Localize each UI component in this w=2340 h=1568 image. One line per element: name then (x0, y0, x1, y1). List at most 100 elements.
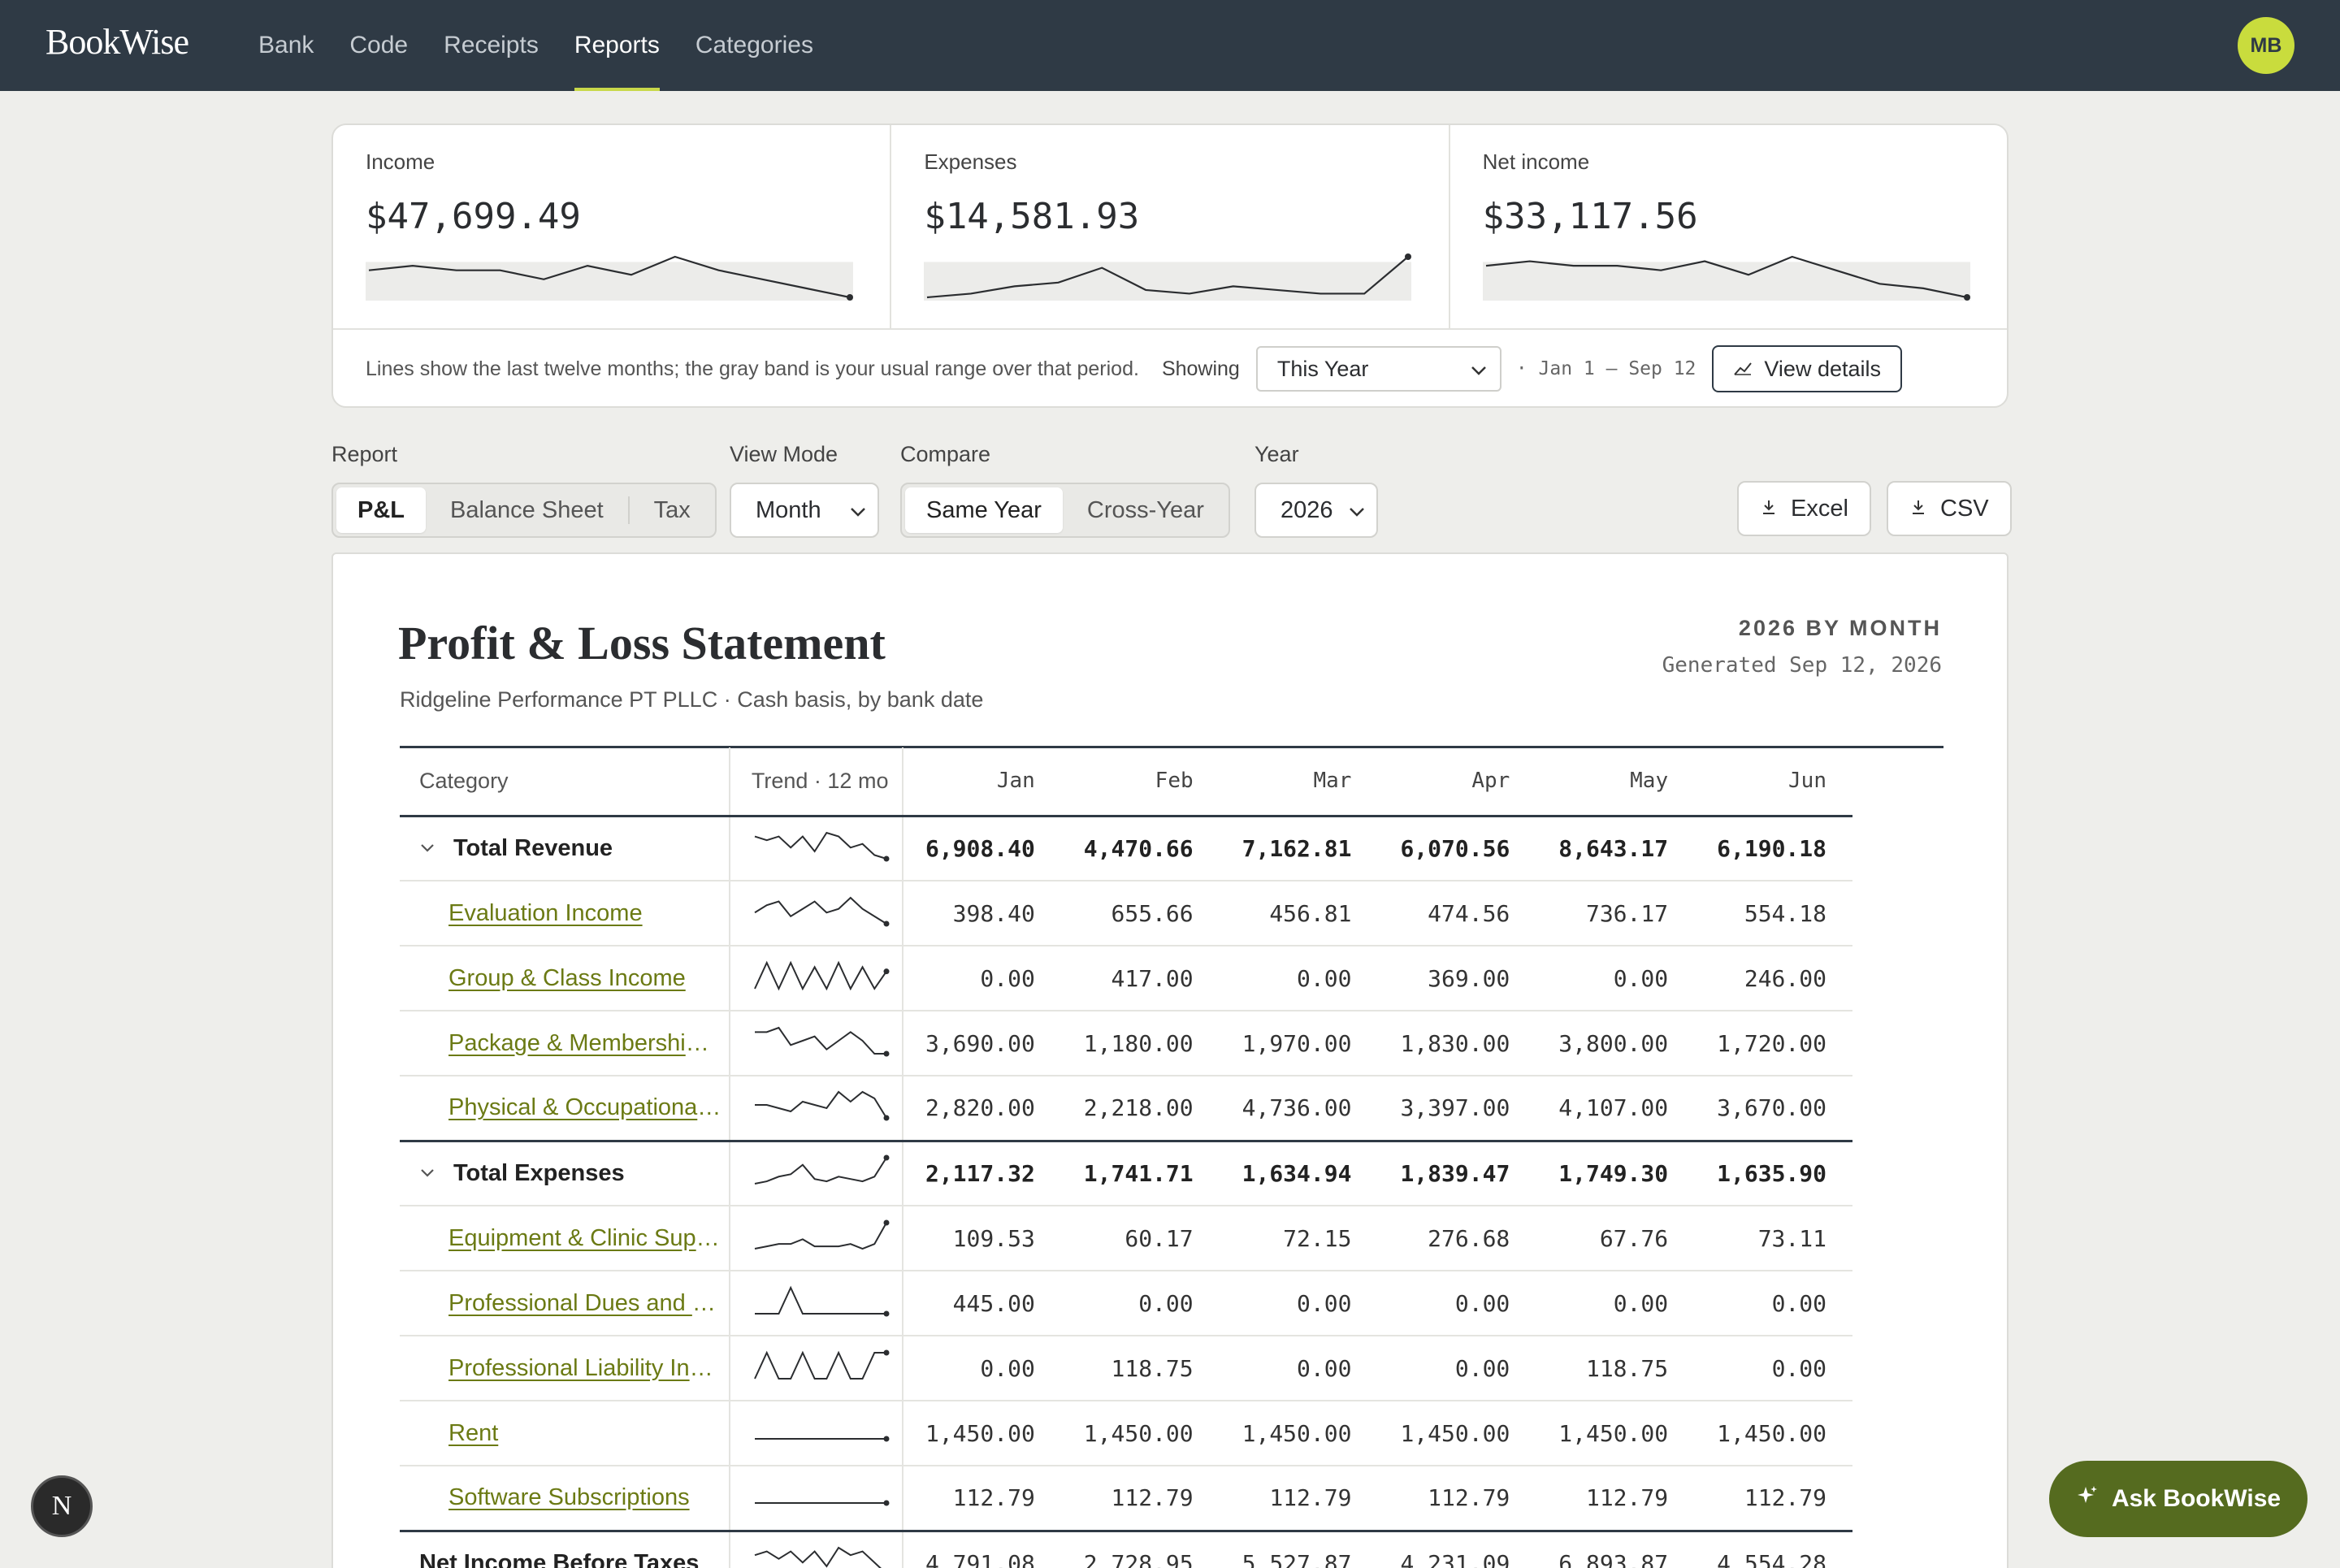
sparkline-path (754, 1285, 886, 1315)
category-link[interactable]: Evaluation Income (448, 899, 643, 926)
category-row: Physical & Occupational Therapy Income 2,… (400, 1076, 1852, 1141)
amount-cell: 118.75 (1536, 1336, 1695, 1401)
trend-cell (729, 1011, 904, 1076)
year-select[interactable]: 2026 (1254, 483, 1378, 538)
report-type-tabs: P&L Balance Sheet Tax (332, 483, 717, 538)
chevron-down-icon (1349, 497, 1365, 524)
amount-cell: 1,970.00 (1219, 1011, 1378, 1076)
view-details-button[interactable]: View details (1712, 345, 1902, 392)
nav-link-code[interactable]: Code (349, 32, 409, 58)
col-header-jan: Jan (902, 747, 1061, 817)
amount-cell: 0.00 (1377, 1271, 1536, 1336)
download-icon (1760, 496, 1778, 522)
view-details-label: View details (1764, 356, 1881, 381)
amount-cell: 4,554.28 (1694, 1529, 1852, 1568)
total-toggle[interactable]: Total Expenses (419, 1160, 729, 1187)
tab-pl[interactable]: P&L (336, 487, 426, 533)
tab-balance-sheet[interactable]: Balance Sheet (450, 496, 604, 523)
amount-cell: 736.17 (1536, 881, 1695, 946)
category-cell: Evaluation Income (400, 881, 730, 946)
col-header-jun: Jun (1694, 747, 1852, 817)
report-generated: Generated Sep 12, 2026 (1662, 653, 1942, 678)
col-header-feb: Feb (1060, 747, 1220, 817)
table-header-row: Category Trend · 12 mo Jan Feb Mar Apr M… (400, 747, 1852, 817)
year-label: Year (1254, 442, 1299, 466)
total-toggle[interactable]: Total Revenue (419, 835, 729, 862)
category-link[interactable]: Physical & Occupational Therapy Income (448, 1094, 722, 1121)
date-range: · Jan 1 – Sep 12 (1515, 358, 1696, 379)
excel-export-button[interactable]: Excel (1737, 481, 1871, 536)
nav-link-bank[interactable]: Bank (258, 32, 314, 58)
category-link[interactable]: Equipment & Clinic Supplies (448, 1224, 722, 1251)
metrics-row: Income $47,699.49 Expenses $14,581.93 Ne… (333, 125, 2007, 330)
amount-cell: 6,070.56 (1377, 816, 1536, 881)
amount-cell: 109.53 (902, 1206, 1061, 1271)
dev-badge[interactable]: N (31, 1475, 93, 1537)
year-value: 2026 (1280, 496, 1333, 523)
sparkline-endpoint (883, 1349, 890, 1355)
metric-label: Income (366, 149, 436, 174)
sparkline-path (368, 255, 851, 299)
amount-cell: 1,450.00 (1377, 1401, 1536, 1466)
category-row: Software Subscriptions 112.79 112.79 112.79… (400, 1466, 1852, 1531)
trend-cell (729, 1271, 904, 1336)
amount-cell: 112.79 (902, 1466, 1061, 1531)
row-sparkline (753, 1349, 890, 1380)
category-cell: Total Expenses (400, 1139, 730, 1206)
view-mode-value: Month (756, 496, 821, 523)
amount-cell: 1,450.00 (1694, 1401, 1852, 1466)
amount-cell: 0.00 (1694, 1271, 1852, 1336)
report-subtitle: Ridgeline Performance PT PLLC · Cash bas… (400, 687, 984, 712)
row-sparkline (754, 1500, 890, 1506)
ask-bookwise-button[interactable]: Ask BookWise (2049, 1461, 2308, 1537)
usual-range-band (924, 262, 1412, 301)
amount-cell: 5,527.87 (1219, 1529, 1378, 1568)
nav-link-reports[interactable]: Reports (557, 0, 678, 91)
view-mode-select[interactable]: Month (730, 483, 879, 538)
category-link[interactable]: Group & Class Income (448, 964, 686, 991)
nav-link-receipts[interactable]: Receipts (444, 32, 539, 58)
category-link[interactable]: Rent (448, 1419, 499, 1446)
net-income-sparkline (1482, 255, 1970, 301)
period-select-value: This Year (1276, 356, 1369, 381)
amount-cell: 1,749.30 (1536, 1139, 1695, 1206)
col-header-mar: Mar (1219, 747, 1378, 817)
brand-logo[interactable]: BookWise (46, 22, 189, 62)
period-select[interactable]: This Year (1255, 346, 1502, 392)
amount-cell: 246.00 (1694, 946, 1852, 1011)
total-label: Total Expenses (453, 1159, 625, 1186)
tab-same-year[interactable]: Same Year (905, 487, 1063, 533)
category-link[interactable]: Professional Liability Insurance (448, 1354, 722, 1381)
amount-cell: 3,670.00 (1694, 1076, 1852, 1141)
category-link[interactable]: Software Subscriptions (448, 1484, 690, 1511)
income-sparkline (366, 255, 853, 301)
row-sparkline (754, 1026, 890, 1056)
tab-divider (627, 496, 630, 524)
amount-cell: 0.00 (902, 1336, 1061, 1401)
csv-export-button[interactable]: CSV (1887, 481, 2012, 536)
category-cell: Net Income Before Taxes (400, 1529, 730, 1568)
pl-report: Profit & Loss Statement Ridgeline Perfor… (332, 552, 2008, 1568)
category-link[interactable]: Package & Membership Income (448, 1029, 722, 1056)
amount-cell: 60.17 (1060, 1206, 1220, 1271)
amount-cell: 0.00 (1060, 1271, 1220, 1336)
net-income-row: Net Income Before Taxes 4,791.08 2,728.95 5… (400, 1529, 1852, 1568)
csv-label: CSV (1940, 495, 1989, 522)
compare-group: Compare Same Year Cross-Year (900, 442, 1230, 538)
sparkline-path (1485, 255, 1967, 299)
sparkline-path (753, 960, 887, 990)
amount-cell: 4,736.00 (1219, 1076, 1378, 1141)
amount-cell: 0.00 (1377, 1336, 1536, 1401)
total-row: Total Revenue 6,908.40 4,470.66 7,162.81 6,0… (400, 816, 1852, 881)
amount-cell: 0.00 (1694, 1336, 1852, 1401)
amount-cell: 6,908.40 (902, 816, 1061, 881)
row-sparkline (754, 1219, 890, 1250)
sparkline-endpoint (883, 920, 890, 926)
nav-link-categories[interactable]: Categories (695, 32, 813, 58)
user-avatar[interactable]: MB (2238, 17, 2294, 74)
col-header-category: Category (400, 747, 730, 817)
category-link[interactable]: Professional Dues and Licenses (448, 1289, 722, 1316)
tab-cross-year[interactable]: Cross-Year (1086, 496, 1204, 523)
excel-label: Excel (1791, 495, 1848, 522)
tab-tax[interactable]: Tax (653, 496, 691, 523)
